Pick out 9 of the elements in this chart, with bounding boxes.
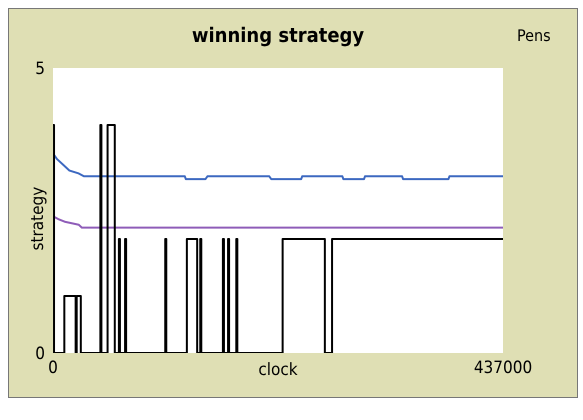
line-series: [53, 152, 503, 180]
x-axis-title: clock: [258, 360, 298, 380]
y-tick-label: 5: [35, 59, 45, 80]
y-axis-title: strategy: [28, 186, 48, 250]
x-tick-label: 437000: [474, 358, 532, 378]
line-series: [53, 215, 503, 229]
line-series: [53, 124, 503, 353]
text: Pens: [517, 26, 551, 45]
chart-title: winning strategy: [190, 23, 366, 47]
